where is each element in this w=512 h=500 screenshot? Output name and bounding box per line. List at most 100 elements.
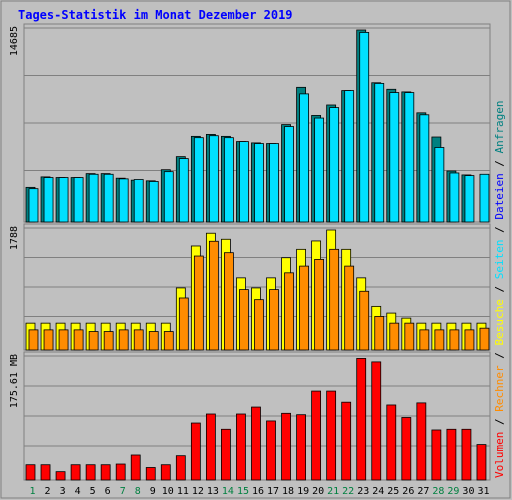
- bottom-bar-volumen-day-25: [386, 404, 397, 481]
- bottom-bar-volumen-day-23: [356, 358, 367, 481]
- top-bar-dateien-day-7: [118, 178, 129, 223]
- x-tick-label: 19: [297, 486, 309, 497]
- top-bar-dateien-day-10: [163, 171, 174, 223]
- x-tick-label: 22: [342, 486, 354, 497]
- legend-separator: /: [493, 412, 506, 432]
- top-bar-dateien-day-8: [133, 179, 144, 223]
- middle-bar-besuche-day-17: [269, 289, 279, 351]
- top-bar-dateien-day-3: [58, 177, 69, 223]
- middle-bar-besuche-day-8: [133, 329, 144, 351]
- top-bar-dateien-day-24: [374, 83, 385, 223]
- middle-bar-besuche-day-20: [314, 258, 325, 351]
- top-bar-dateien-day-11: [178, 158, 189, 223]
- top-bar-dateien-day-26: [404, 92, 415, 223]
- top-bar-dateien-day-4: [73, 177, 84, 223]
- bottom-bar-volumen-day-19: [296, 414, 306, 481]
- bottom-bar-volumen-day-15: [236, 413, 246, 481]
- middle-bar-besuche-day-6: [103, 331, 114, 351]
- top-bar-dateien-day-2: [43, 177, 54, 223]
- top-bar-dateien-day-12: [193, 137, 204, 223]
- bottom-bar-volumen-day-12: [190, 422, 201, 481]
- x-tick-label: 24: [372, 486, 384, 497]
- middle-bar-besuche-day-19: [299, 265, 309, 351]
- legend: Volumen / Rechner / Besuche / Seiten / D…: [493, 100, 506, 478]
- chart-title: Tages-Statistik im Monat Dezember 2019: [18, 8, 293, 22]
- x-tick-label: 26: [402, 486, 414, 497]
- bottom-bar-volumen-day-4: [70, 464, 81, 481]
- middle-bar-besuche-day-30: [464, 329, 475, 351]
- bottom-bar-volumen-day-21: [326, 390, 337, 481]
- x-tick-label: 3: [60, 486, 66, 497]
- top-bar-dateien-day-16: [254, 143, 264, 223]
- x-tick-label: 27: [417, 486, 429, 497]
- middle-bar-besuche-day-25: [389, 322, 400, 351]
- x-tick-label: 6: [105, 486, 111, 497]
- x-tick-label: 8: [135, 486, 141, 497]
- x-tick-label: 17: [267, 486, 279, 497]
- middle-bar-besuche-day-12: [193, 255, 204, 351]
- legend-item-volumen: Volumen: [493, 432, 506, 478]
- x-tick-label: 25: [387, 486, 399, 497]
- top-bar-dateien-day-27: [419, 114, 430, 223]
- middle-bar-besuche-day-4: [73, 329, 84, 351]
- middle-bar-besuche-day-29: [449, 329, 460, 351]
- middle-bar-besuche-day-2: [43, 329, 54, 351]
- middle-bar-besuche-day-27: [419, 329, 430, 351]
- bottom-bar-volumen-day-20: [311, 390, 322, 481]
- top-bar-dateien-day-9: [148, 181, 159, 223]
- top-max-label: 14685: [9, 26, 20, 56]
- top-bar-dateien-day-19: [299, 93, 309, 223]
- top-bar-dateien-day-25: [389, 92, 400, 223]
- bottom-bar-volumen-day-8: [130, 454, 141, 481]
- top-bar-dateien-day-31: [479, 173, 490, 223]
- top-bar-dateien-day-23: [359, 32, 370, 223]
- middle-bar-besuche-day-18: [284, 272, 294, 351]
- legend-item-rechner: Rechner: [493, 365, 506, 412]
- middle-bar-besuche-day-15: [239, 289, 249, 351]
- x-tick-label: 28: [432, 486, 444, 497]
- bottom-bar-volumen-day-31: [476, 444, 487, 481]
- top-bar-dateien-day-20: [314, 117, 325, 223]
- bottom-bar-volumen-day-10: [160, 464, 171, 481]
- legend-separator: /: [493, 220, 506, 240]
- bottom-bar-volumen-day-9: [145, 467, 156, 481]
- middle-bar-besuche-day-1: [28, 329, 39, 351]
- x-tick-label: 29: [447, 486, 459, 497]
- top-bar-dateien-day-21: [329, 107, 340, 223]
- legend-separator: /: [493, 346, 506, 366]
- bottom-bar-volumen-day-17: [266, 420, 276, 481]
- bottom-bar-volumen-day-5: [85, 464, 96, 481]
- top-bar-dateien-day-18: [284, 126, 294, 223]
- x-tick-label: 20: [312, 486, 324, 497]
- top-bar-dateien-day-15: [239, 141, 249, 223]
- x-tick-label: 31: [477, 486, 489, 497]
- bottom-max-label: 175.61 MB: [9, 354, 20, 408]
- middle-bar-besuche-day-3: [58, 329, 69, 351]
- x-tick-label: 9: [150, 486, 156, 497]
- bottom-bar-volumen-day-13: [205, 413, 216, 481]
- middle-bar-besuche-day-13: [208, 240, 219, 351]
- bottom-bar-volumen-day-7: [115, 463, 126, 481]
- middle-bar-besuche-day-31: [479, 327, 490, 351]
- top-bar-dateien-day-28: [434, 147, 445, 223]
- top-bar-dateien-day-29: [449, 172, 460, 223]
- x-tick-label: 23: [357, 486, 369, 497]
- x-tick-label: 5: [90, 486, 96, 497]
- bottom-bar-volumen-day-16: [251, 406, 261, 481]
- middle-bar-besuche-day-21: [329, 248, 340, 351]
- middle-bar-besuche-day-7: [118, 329, 129, 351]
- bottom-bar-volumen-day-14: [221, 428, 231, 481]
- legend-item-dateien: Dateien: [493, 173, 506, 219]
- legend-separator: /: [493, 279, 506, 299]
- bottom-bar-volumen-day-6: [100, 464, 111, 481]
- top-bar-dateien-day-22: [344, 90, 355, 223]
- middle-max-label: 1788: [9, 226, 20, 250]
- bottom-bar-volumen-day-27: [416, 402, 427, 481]
- x-tick-label: 7: [120, 486, 126, 497]
- x-tick-label: 2: [45, 486, 51, 497]
- bottom-bar-volumen-day-28: [431, 429, 442, 481]
- x-tick-label: 18: [282, 486, 294, 497]
- x-tick-label: 15: [237, 486, 249, 497]
- middle-bar-besuche-day-26: [404, 322, 415, 351]
